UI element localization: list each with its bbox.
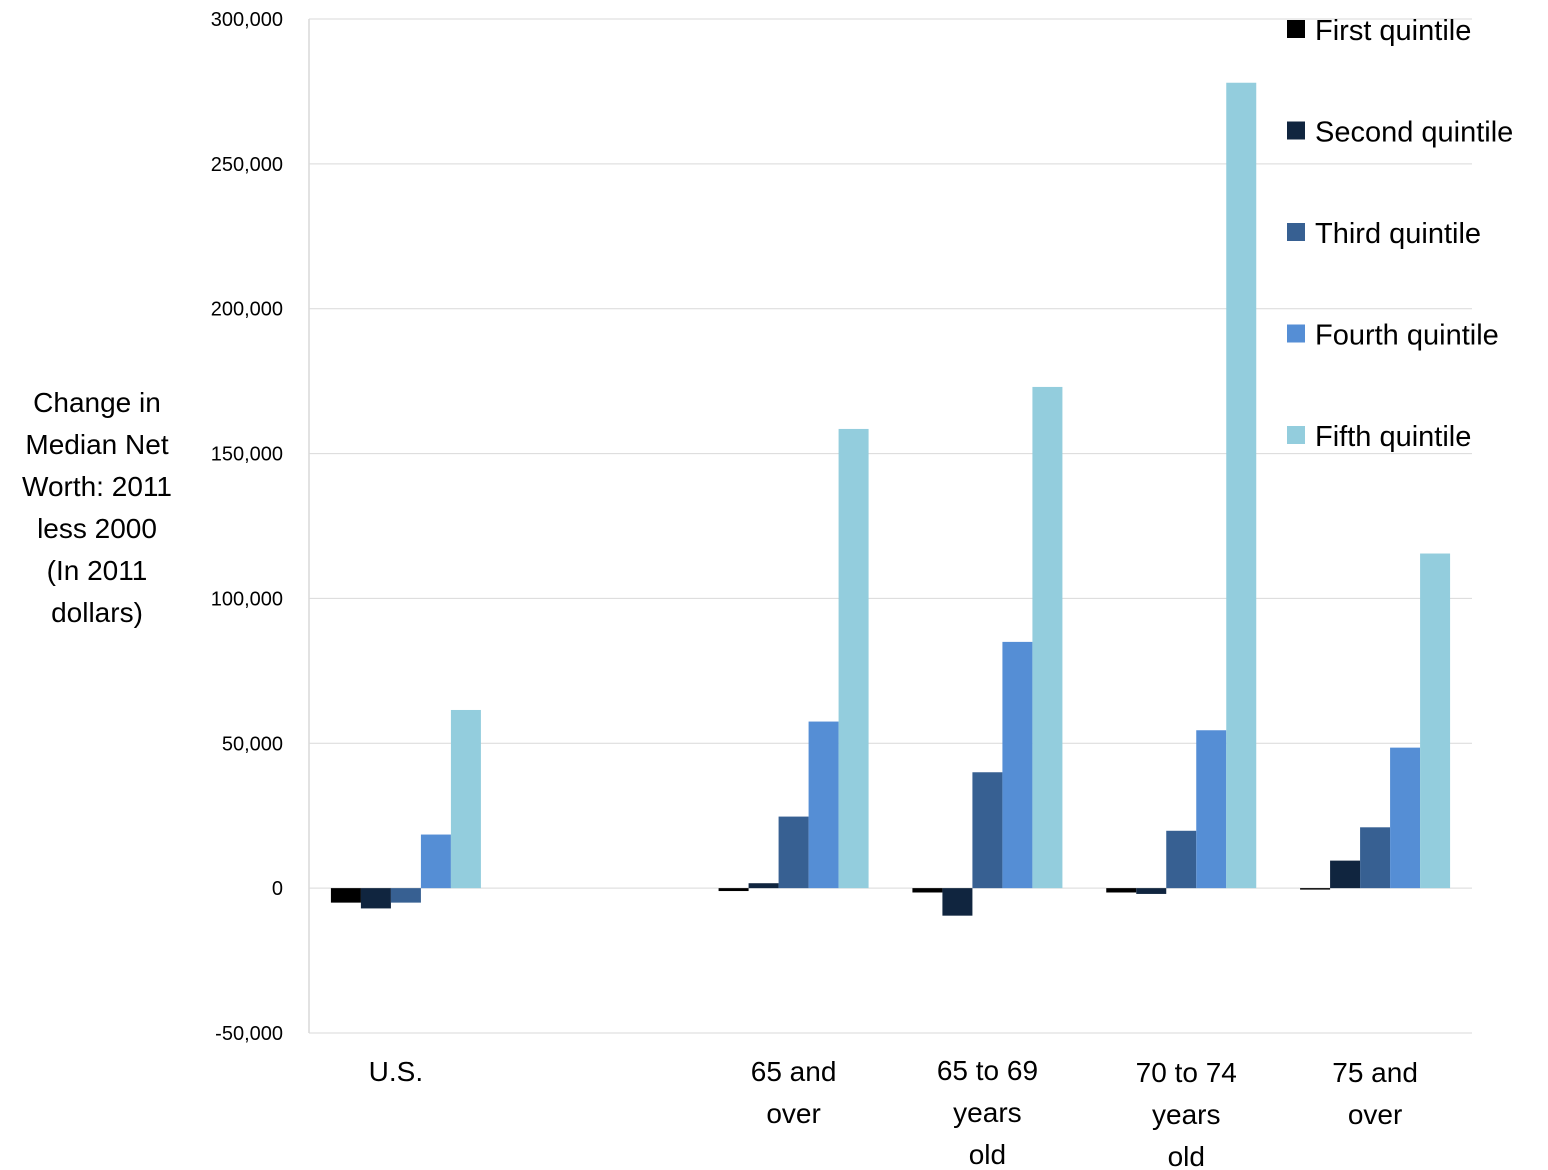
y-axis-ticks: -50,000 0 50,000 100,000 150,000 200,000 250,0… <box>211 9 283 1045</box>
bar <box>972 772 1003 889</box>
legend-label: Second quintile <box>1315 117 1513 149</box>
legend-item: First quintile <box>1287 15 1471 47</box>
legend-swatch <box>1287 20 1305 38</box>
legend-swatch <box>1287 324 1305 343</box>
legend-label: First quintile <box>1315 15 1471 47</box>
bar <box>1196 730 1227 889</box>
y-tick-label: 300,000 <box>211 9 283 31</box>
bar <box>808 721 839 889</box>
y-tick-label: 0 <box>272 878 283 900</box>
bar <box>778 816 809 889</box>
y-tick-label: 100,000 <box>211 588 283 610</box>
bar <box>450 709 481 889</box>
bar <box>912 888 943 893</box>
bar <box>1166 830 1197 889</box>
bar <box>420 834 451 889</box>
bar <box>1330 860 1361 889</box>
legend-swatch <box>1287 426 1305 444</box>
bar <box>390 888 421 903</box>
bar <box>1032 386 1063 889</box>
x-category-label: 70 to 74 years old <box>1136 1057 1237 1170</box>
bar <box>1226 82 1257 889</box>
y-tick-label: 50,000 <box>222 733 283 755</box>
x-axis-categories: U.S. 65 and over 65 to 69 years old 70 to 74 ye… <box>369 1055 1418 1170</box>
bar <box>330 888 361 903</box>
y-axis-label: Change in Median Net Worth: 2011 less 2000(… <box>22 387 172 628</box>
legend-label: Third quintile <box>1315 218 1481 250</box>
bar <box>1002 641 1033 889</box>
bar <box>1360 827 1391 889</box>
legend-item: Fourth quintile <box>1287 320 1499 352</box>
x-category-label: U.S. <box>369 1056 423 1087</box>
x-category-label: 65 to 69 years old <box>937 1055 1038 1170</box>
legend-swatch <box>1287 223 1305 241</box>
bar <box>360 888 391 909</box>
bar <box>838 428 869 889</box>
bar <box>942 888 973 916</box>
bars <box>330 82 1451 916</box>
legend-item: Second quintile <box>1287 117 1513 149</box>
gridlines <box>308 18 1472 1034</box>
legend: First quintile Second quintile Third quint… <box>1287 15 1513 453</box>
bar <box>748 883 779 889</box>
y-tick-label: -50,000 <box>215 1023 283 1045</box>
bar <box>1420 553 1451 889</box>
legend-item: Third quintile <box>1287 218 1481 250</box>
legend-label: Fifth quintile <box>1315 421 1471 453</box>
bar <box>1300 888 1331 890</box>
legend-item: Fifth quintile <box>1287 421 1471 453</box>
y-tick-label: 150,000 <box>211 444 283 466</box>
x-category-label: 65 and over <box>751 1056 837 1129</box>
y-tick-label: 250,000 <box>211 154 283 176</box>
bar <box>1106 888 1137 893</box>
legend-swatch <box>1287 121 1305 140</box>
x-category-label: 75 and over <box>1332 1057 1418 1130</box>
bar <box>1136 888 1167 894</box>
legend-label: Fourth quintile <box>1315 320 1499 352</box>
bar <box>718 888 749 892</box>
y-tick-label: 200,000 <box>211 299 283 321</box>
bar <box>1390 747 1421 889</box>
